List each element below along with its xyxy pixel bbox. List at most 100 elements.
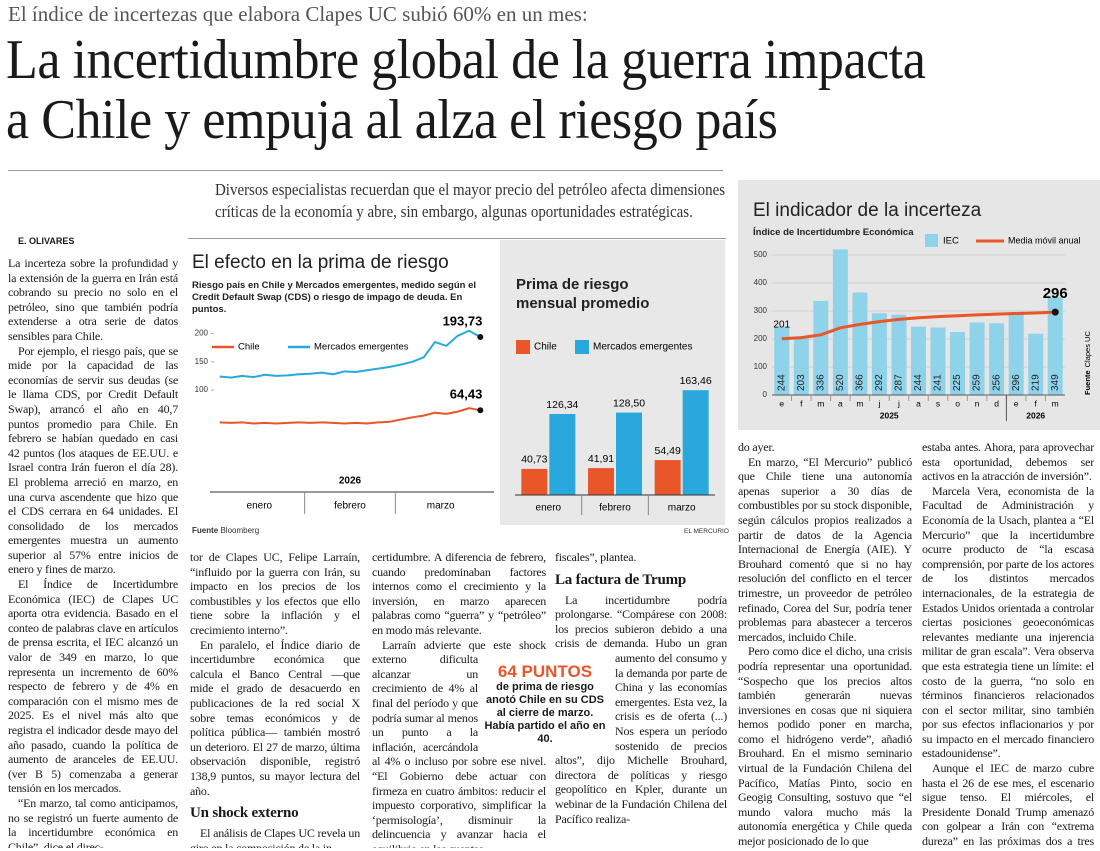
value-label: 292	[874, 374, 885, 391]
x-tick-label: a	[838, 398, 843, 408]
value-label: 296	[1043, 285, 1068, 302]
value-label: 219	[1030, 374, 1041, 391]
group-label: 2025	[880, 410, 899, 420]
end-dot	[477, 407, 484, 414]
chart-source: Fuente Clapes UC	[1083, 331, 1092, 395]
chart: Chile 40,73 41,91 54,49 Mercados emergentes 1…	[515, 340, 715, 515]
chart-title: El indicador de la incerteza	[753, 200, 982, 221]
chart-title: Prima de riesgo mensual promedio	[516, 276, 650, 312]
bar	[1028, 333, 1044, 395]
paragraph: El análisis de Clapes UC revela un giro …	[190, 826, 360, 848]
value-label: 244	[913, 374, 924, 391]
byline: E. OLIVARES	[18, 236, 75, 246]
bar	[1008, 312, 1024, 395]
paragraph: estaba antes. Ahora, para aprovechar est…	[922, 440, 1094, 484]
value-label: 244	[776, 374, 787, 391]
value-label: 241	[933, 374, 944, 391]
bar	[930, 327, 946, 395]
bar	[1047, 297, 1063, 395]
x-tick-label: enero	[536, 503, 562, 514]
legend-label: Media móvil anual	[1008, 235, 1081, 245]
value-label: 256	[991, 374, 1002, 391]
paragraph: tor de Clapes UC, Felipe Larraín, “influ…	[190, 550, 360, 637]
value-label: 193,73	[443, 313, 483, 328]
line-series	[219, 407, 481, 425]
legend-swatch	[516, 340, 530, 354]
x-tick-label: j	[877, 398, 880, 408]
bar	[911, 326, 926, 395]
bar	[774, 326, 790, 395]
kicker: El índice de incertezas que elabora Clap…	[8, 2, 588, 26]
headline: La incertidumbre global de la guerra imp…	[6, 29, 926, 91]
column: certidumbre. A diferencia de febrero, cu…	[372, 550, 546, 848]
value-label: 128,50	[613, 397, 645, 409]
value-label: 287	[894, 374, 905, 391]
x-tick-label: marzo	[668, 503, 696, 514]
value-label: 336	[815, 374, 826, 391]
y-tick-label: 200	[195, 329, 209, 338]
x-tick-label: marzo	[427, 501, 455, 512]
bar	[950, 332, 966, 395]
value-label: 520	[835, 374, 846, 391]
chart-subtitle: Índice de Incertidumbre Económica	[753, 227, 914, 238]
group-label: 2026	[1026, 410, 1045, 420]
bar	[682, 390, 709, 495]
bar	[989, 323, 1005, 395]
source-label: Fuente	[1083, 370, 1092, 395]
chart: 0 100 200 300 400 500 244 203 336 520 366 292 287 244…	[754, 234, 1092, 421]
bar	[871, 313, 887, 395]
y-tick-label: 400	[754, 278, 768, 287]
value-label: 259	[972, 374, 983, 391]
x-tick-label: m	[1052, 398, 1059, 408]
column: La incerteza sobre la profundidad y la e…	[8, 256, 178, 848]
paragraph: El Índice de Incertidumbre Económica (IE…	[8, 577, 178, 796]
x-tick-label: m	[856, 398, 863, 408]
source: Clapes UC	[1083, 331, 1092, 368]
legend-label: IEC	[943, 236, 959, 247]
bar	[521, 468, 548, 495]
legend-label: Chile	[238, 342, 260, 353]
subhead: Un shock externo	[190, 805, 299, 822]
paragraph: fiscales”, plantea.	[555, 550, 637, 564]
value-label: 163,46	[680, 375, 712, 387]
bar	[832, 249, 848, 395]
x-tick-label: d	[994, 398, 999, 408]
x-tick-label: e	[1014, 398, 1019, 408]
line-series	[219, 329, 481, 379]
x-tick-label: f	[1035, 398, 1038, 408]
x-tick-label: o	[955, 398, 960, 408]
chart-source: Fuente Bloomberg	[192, 526, 259, 535]
paragraph: La incerteza sobre la profundidad y la e…	[8, 256, 178, 343]
y-tick-label: 300	[754, 306, 768, 315]
paragraph: La incertidumbre podría prolongarse. “Co…	[555, 592, 727, 826]
value-label: 366	[855, 374, 866, 391]
deck: Diversos especialistas recuerdan que el …	[215, 180, 726, 199]
x-tick-label: f	[800, 398, 803, 408]
x-tick-label: enero	[247, 501, 273, 512]
legend-swatch	[925, 234, 938, 247]
paragraph: Pero como dice el dicho, una crisis podr…	[738, 644, 912, 848]
source: Bloomberg	[220, 526, 260, 535]
x-tick-label: n	[975, 398, 980, 408]
y-tick-label: 100	[754, 362, 768, 371]
chart-subtitle: Riesgo país en Chile y Mercados emergent…	[192, 280, 477, 315]
value-label: 64,43	[450, 387, 483, 402]
legend-label: Mercados emergentes	[314, 342, 409, 353]
x-tick-label: e	[779, 398, 784, 408]
y-tick-label: 150	[195, 357, 209, 366]
paragraph: “En marzo, tal como anticipamos, no se r…	[8, 795, 178, 848]
y-tick-label: 0	[763, 390, 768, 399]
column: fiscales”, plantea. La factura de Trump La…	[555, 550, 727, 848]
source-label: Fuente	[192, 526, 219, 535]
value-label: 203	[796, 374, 807, 391]
chart-title: El efecto en la prima de riesgo	[192, 252, 449, 273]
column: tor de Clapes UC, Felipe Larraín, “influ…	[190, 550, 360, 848]
x-tick-label: febrero	[599, 503, 631, 514]
bar	[969, 322, 985, 395]
bar	[654, 460, 681, 495]
y-tick-label: 200	[754, 334, 768, 343]
chart-panel	[188, 238, 726, 541]
value-label: 201	[773, 319, 790, 330]
